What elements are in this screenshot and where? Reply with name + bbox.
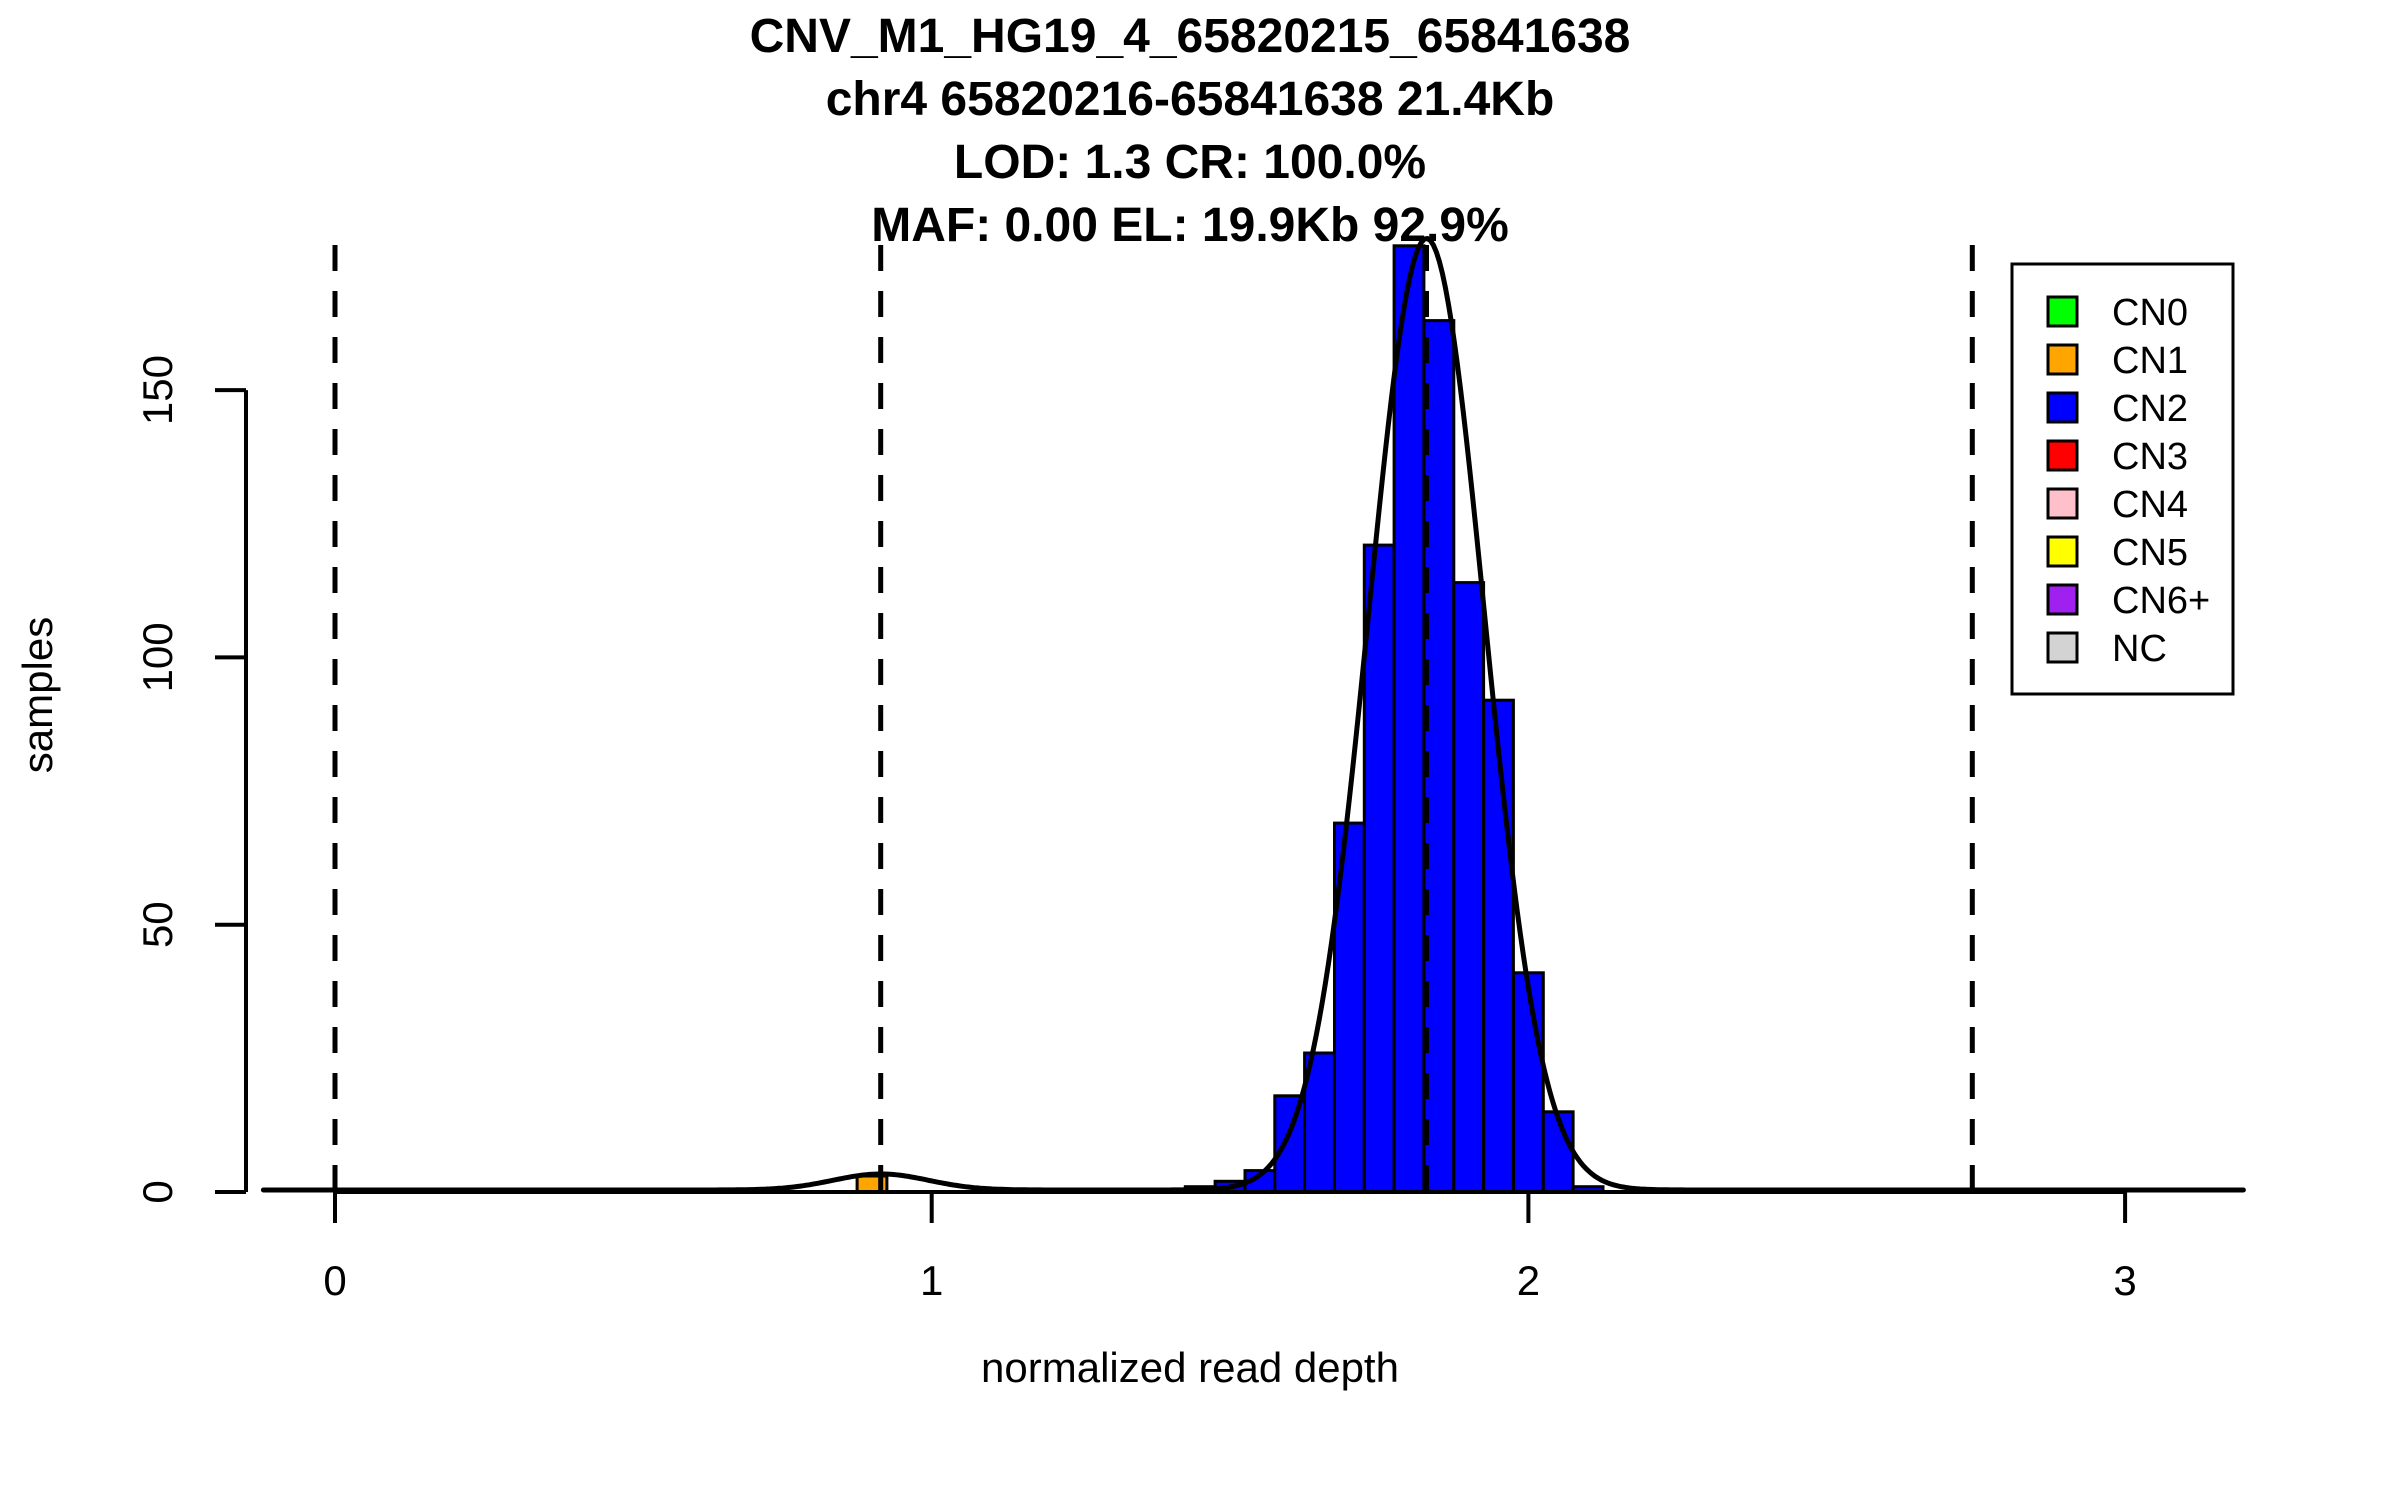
legend-label-cn2: CN2	[2112, 388, 2188, 430]
legend-label-cn5: CN5	[2112, 532, 2188, 574]
y-tick-label: 150	[134, 355, 181, 425]
title-line-1: CNV_M1_HG19_4_65820215_65841638	[750, 10, 1631, 63]
title-line-3: LOD: 1.3 CR: 100.0%	[954, 136, 1426, 189]
legend-label-cn6plus: CN6+	[2112, 580, 2210, 622]
legend-swatch-cn2	[2046, 391, 2079, 424]
title-line-2: chr4 65820216-65841638 21.4Kb	[826, 73, 1555, 126]
y-tick-label: 100	[134, 622, 181, 692]
x-tick-label: 0	[323, 1257, 346, 1304]
legend-swatch-cn5	[2046, 535, 2079, 568]
y-tick-label: 0	[134, 1180, 181, 1203]
histogram-bar-cn2	[1452, 581, 1486, 1194]
dashed-guidelines	[332, 245, 1975, 1192]
legend-swatch-nc	[2046, 631, 2079, 664]
histogram-bar-cn2	[1482, 698, 1515, 1194]
histogram-bar-cn2	[1362, 543, 1396, 1194]
x-tick-label: 2	[1517, 1257, 1540, 1304]
legend-label-nc: NC	[2112, 628, 2167, 670]
density-curve	[260, 235, 2246, 1193]
legend-swatch-cn3	[2046, 439, 2079, 472]
x-tick-label: 1	[920, 1257, 943, 1304]
legend-box	[2010, 262, 2235, 696]
legend-swatch-cn4	[2046, 487, 2079, 520]
legend-swatch-cn0	[2046, 295, 2079, 328]
x-tick-label: 3	[2113, 1257, 2136, 1304]
legend-label-cn4: CN4	[2112, 484, 2188, 526]
y-axis: 0 50 100 150	[134, 355, 248, 1204]
legend-label-cn3: CN3	[2112, 436, 2188, 478]
plot-title: CNV_M1_HG19_4_65820215_65841638 chr4 658…	[750, 10, 1631, 252]
legend-swatch-cn1	[2046, 343, 2079, 376]
legend-swatch-cn6plus	[2046, 583, 2079, 616]
legend-label-cn1: CN1	[2112, 340, 2188, 382]
histogram-bars	[855, 244, 1605, 1194]
histogram-bar-cn2	[1392, 244, 1426, 1194]
y-tick-label: 50	[134, 901, 181, 948]
y-axis-label: samples	[14, 617, 61, 773]
legend-label-cn0: CN0	[2112, 292, 2188, 334]
legend: CN0 CN1 CN2 CN3 CN4 CN5 CN6+ NC	[2010, 262, 2235, 696]
x-axis-label: normalized read depth	[981, 1344, 1399, 1391]
title-line-4: MAF: 0.00 EL: 19.9Kb 92.9%	[871, 199, 1509, 252]
x-axis: 0 1 2 3	[323, 1190, 2137, 1304]
histogram-bar-cn2	[1512, 971, 1545, 1194]
